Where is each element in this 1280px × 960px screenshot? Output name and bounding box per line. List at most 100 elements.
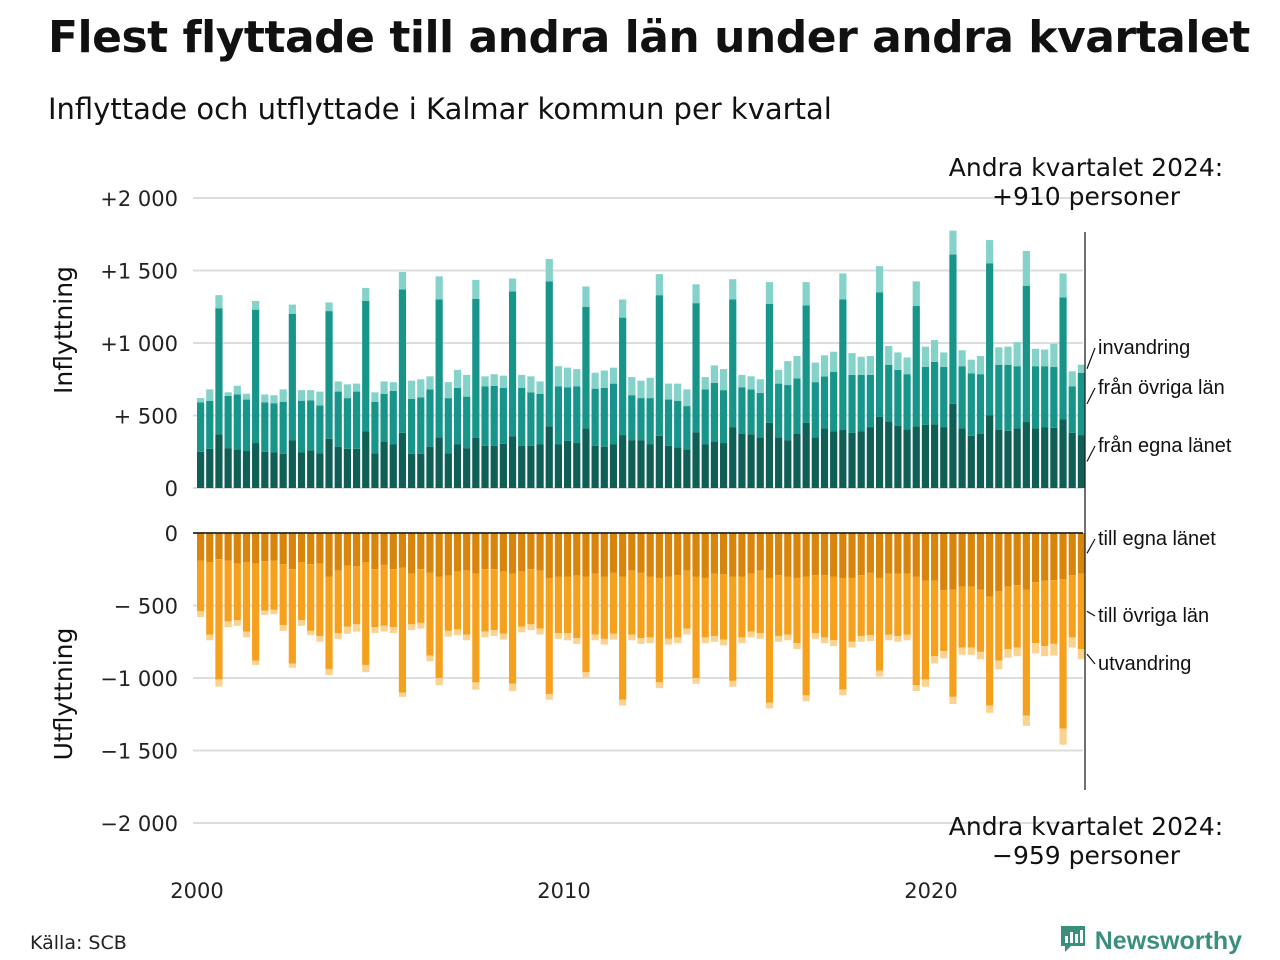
- bar-outflow-1-21: [389, 569, 397, 628]
- bar-inflow-1-37: [536, 393, 544, 445]
- bar-outflow-1-52: [674, 575, 682, 638]
- bar-outflow-0-26: [435, 533, 443, 577]
- bar-outflow-2-15: [334, 633, 342, 639]
- bar-inflow-1-43: [591, 388, 599, 446]
- bar-inflow-1-77: [903, 374, 911, 430]
- bar-outflow-0-14: [325, 533, 333, 577]
- bar-inflow-1-36: [527, 392, 535, 446]
- bar-outflow-1-28: [453, 571, 462, 630]
- bar-outflow-0-29: [463, 533, 471, 571]
- bar-outflow-2-76: [894, 635, 902, 642]
- bar-inflow-1-34: [508, 291, 517, 437]
- bar-inflow-0-33: [499, 443, 507, 488]
- bar-inflow-1-87: [995, 364, 1003, 430]
- bar-outflow-0-3: [224, 533, 232, 561]
- bar-outflow-1-40: [564, 576, 572, 634]
- bar-outflow-0-77: [903, 533, 911, 574]
- annotation-bottom-line2: −959 personer: [992, 841, 1181, 870]
- bar-outflow-0-60: [747, 533, 755, 574]
- bar-outflow-2-35: [518, 626, 526, 633]
- bar-outflow-0-73: [866, 533, 874, 573]
- bar-inflow-1-18: [362, 300, 370, 432]
- bar-outflow-1-48: [637, 572, 645, 639]
- bar-outflow-2-42: [582, 672, 590, 678]
- bar-inflow-2-89: [1013, 342, 1021, 367]
- bar-outflow-1-54: [692, 576, 700, 678]
- bar-outflow-1-80: [931, 580, 939, 657]
- bar-inflow-2-19: [371, 392, 379, 402]
- bar-inflow-0-38: [545, 426, 553, 488]
- bar-inflow-0-76: [894, 425, 902, 488]
- bar-inflow-0-1: [206, 448, 214, 488]
- bar-outflow-1-49: [646, 576, 654, 638]
- bar-outflow-2-65: [793, 643, 801, 649]
- bar-inflow-0-96: [1077, 435, 1085, 488]
- bar-outflow-2-93: [1050, 643, 1058, 656]
- bar-inflow-0-29: [463, 448, 471, 488]
- bar-inflow-0-74: [875, 416, 884, 488]
- bar-inflow-0-53: [683, 449, 691, 488]
- bar-inflow-2-64: [784, 361, 792, 386]
- bar-inflow-2-13: [316, 391, 324, 406]
- bar-marks: [193, 230, 1085, 745]
- bar-inflow-1-11: [297, 401, 306, 453]
- bar-inflow-0-51: [664, 445, 673, 488]
- bar-inflow-0-18: [362, 431, 370, 488]
- bar-inflow-1-13: [316, 405, 324, 454]
- bar-outflow-0-47: [628, 533, 636, 571]
- bar-inflow-1-19: [371, 401, 379, 454]
- bar-outflow-1-13: [316, 563, 324, 636]
- bar-inflow-0-86: [986, 415, 994, 488]
- bar-outflow-0-35: [518, 533, 526, 572]
- bar-inflow-0-46: [619, 435, 627, 488]
- bar-outflow-2-41: [573, 638, 581, 644]
- bar-outflow-2-33: [499, 633, 507, 640]
- bar-outflow-1-29: [463, 570, 471, 635]
- bar-inflow-1-63: [775, 383, 783, 438]
- bar-outflow-2-52: [674, 637, 682, 644]
- bar-inflow-1-57: [719, 390, 728, 444]
- bar-inflow-1-84: [967, 373, 975, 436]
- annotation-top-line1: Andra kvartalet 2024:: [949, 153, 1223, 182]
- bar-inflow-2-59: [738, 374, 746, 388]
- bar-outflow-1-14: [325, 576, 333, 670]
- bar-inflow-0-37: [536, 444, 544, 488]
- bar-inflow-2-39: [554, 366, 563, 387]
- bar-outflow-0-27: [444, 533, 452, 576]
- bar-inflow-2-72: [857, 356, 865, 375]
- bar-inflow-2-52: [674, 383, 682, 401]
- bar-inflow-1-55: [701, 389, 709, 445]
- bar-outflow-0-75: [885, 533, 893, 574]
- bar-outflow-1-94: [1059, 579, 1067, 729]
- bar-outflow-2-94: [1059, 728, 1067, 745]
- bar-inflow-2-40: [564, 367, 572, 388]
- bar-outflow-2-73: [866, 635, 874, 642]
- bar-outflow-0-23: [408, 533, 416, 574]
- bar-outflow-2-45: [609, 633, 618, 640]
- bar-outflow-2-54: [692, 678, 700, 684]
- y-axis-label-inflow: Inflyttning: [49, 266, 78, 394]
- bar-outflow-0-28: [453, 533, 462, 572]
- bar-outflow-1-27: [444, 575, 452, 631]
- bar-outflow-2-36: [527, 624, 535, 631]
- bar-outflow-2-84: [967, 647, 975, 655]
- bar-inflow-0-85: [976, 433, 985, 488]
- bar-outflow-0-61: [756, 533, 764, 571]
- bar-outflow-2-72: [857, 635, 865, 642]
- bar-outflow-2-25: [426, 655, 434, 662]
- x-tick-0: 2000: [170, 879, 223, 903]
- bar-inflow-2-36: [527, 376, 535, 393]
- bar-inflow-0-35: [518, 445, 526, 488]
- bar-outflow-1-74: [875, 577, 884, 671]
- bar-outflow-0-9: [279, 533, 287, 565]
- bar-inflow-2-7: [261, 394, 269, 403]
- bar-inflow-2-86: [986, 240, 994, 264]
- bar-inflow-0-48: [637, 440, 645, 488]
- bar-outflow-1-96: [1077, 573, 1085, 649]
- bar-inflow-2-96: [1077, 364, 1085, 373]
- bar-inflow-2-28: [453, 369, 462, 388]
- bar-inflow-1-50: [655, 295, 663, 436]
- bar-inflow-1-89: [1013, 366, 1021, 429]
- bar-inflow-2-55: [701, 377, 709, 390]
- bar-inflow-1-83: [958, 366, 966, 429]
